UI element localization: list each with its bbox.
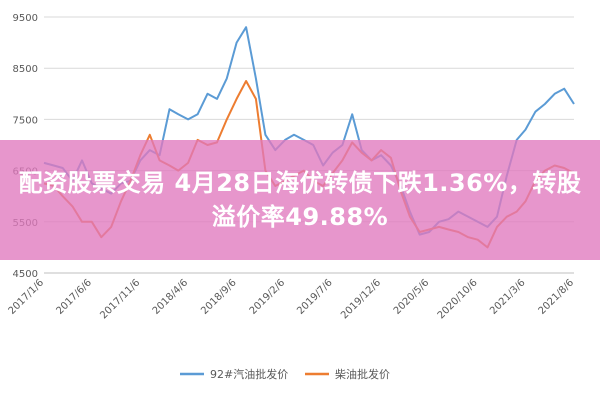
x-tick-label: 2019/2/6 [248,277,288,317]
x-tick-label: 2018/4/6 [151,277,191,317]
x-axis: 2017/1/6 2017/6/6 2017/11/6 2018/4/6 2018/9/… [7,272,577,321]
x-tick-label: 2020/5/6 [392,277,432,317]
x-tick-label: 2021/3/6 [488,277,528,317]
headline-line-2: 溢价率49.88% [211,203,389,231]
headline-line-1: 配资股票交易 4月28日海优转债下跌1.36%，转股 [18,169,582,197]
y-tick-label: 8500 [13,64,38,75]
x-tick-label: 2017/11/6 [98,277,142,321]
x-tick-label: 2020/10/6 [436,277,480,321]
legend-label: 柴油批发价 [335,367,390,381]
x-tick-label: 2019/12/6 [339,277,383,321]
legend: 92#汽油批发价 柴油批发价 [180,367,390,381]
headline-banner: 配资股票交易 4月28日海优转债下跌1.36%，转股 溢价率49.88% [0,140,600,260]
x-tick-label: 2021/8/6 [537,277,577,317]
y-tick-label: 4500 [13,269,38,280]
y-tick-label: 9500 [13,13,38,24]
y-tick-label: 7500 [13,115,38,126]
x-tick-label: 2019/7/6 [295,277,335,317]
x-tick-label: 2017/1/6 [7,277,47,317]
x-tick-label: 2018/9/6 [199,277,239,317]
legend-label: 92#汽油批发价 [210,367,288,381]
x-tick-label: 2017/6/6 [54,277,94,317]
